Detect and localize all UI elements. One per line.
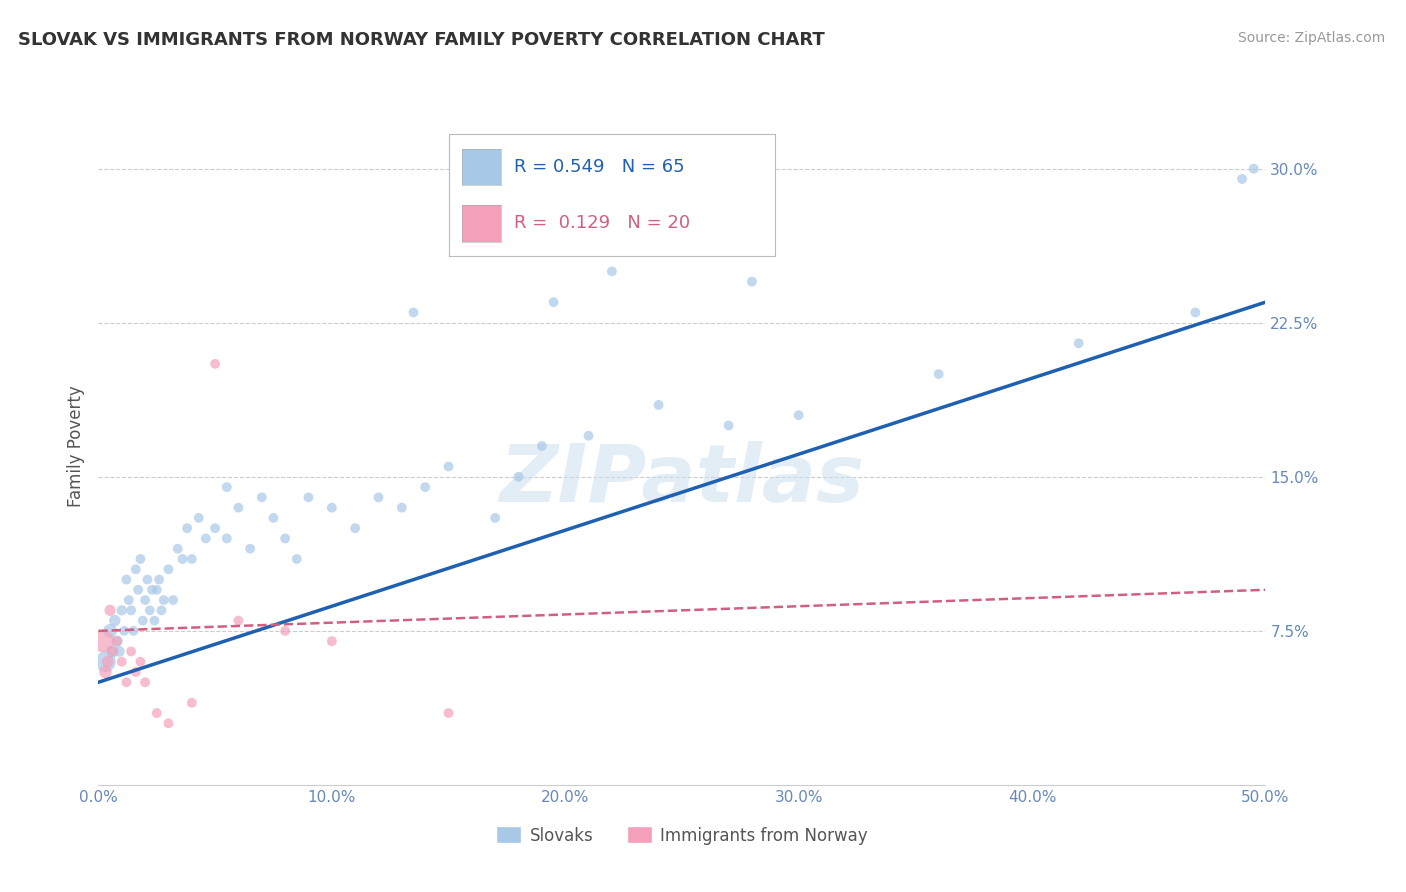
Text: SLOVAK VS IMMIGRANTS FROM NORWAY FAMILY POVERTY CORRELATION CHART: SLOVAK VS IMMIGRANTS FROM NORWAY FAMILY … [18,31,825,49]
Point [437,459,460,474]
Point [787,408,810,422]
Point [228,500,250,515]
Point [228,614,250,628]
Point [111,603,134,617]
Point [118,593,141,607]
Point [122,624,145,638]
Point [104,614,127,628]
Point [413,480,436,494]
Point [157,562,180,576]
Point [134,593,156,607]
Point [647,398,669,412]
Point [115,573,138,587]
Text: ZIPatlas: ZIPatlas [499,441,865,519]
Point [262,511,284,525]
Point [150,603,173,617]
Point [578,428,600,442]
Point [172,552,194,566]
Point [508,470,530,484]
Point [120,603,142,617]
Point [1243,161,1265,176]
Point [127,582,149,597]
Point [321,500,343,515]
Point [105,634,128,648]
Point [204,357,226,371]
Point [321,634,343,648]
Point [344,521,367,535]
Point [101,644,124,658]
Point [129,552,152,566]
Point [180,696,202,710]
Point [152,593,174,607]
Point [125,665,148,679]
Point [148,573,170,587]
Point [530,439,553,453]
Point [120,644,142,658]
Point [204,521,226,535]
Point [112,624,135,638]
Point [166,541,188,556]
Point [194,532,217,546]
Point [98,624,121,638]
Point [146,706,169,720]
Point [136,573,159,587]
Point [402,305,425,319]
Point [176,521,198,535]
Point [139,603,162,617]
Point [717,418,740,433]
Point [97,655,120,669]
Point [157,716,180,731]
Y-axis label: Family Poverty: Family Poverty [66,385,84,507]
Point [741,275,763,289]
Point [94,655,117,669]
Point [180,552,202,566]
Point [484,511,506,525]
Point [274,532,297,546]
Legend: Slovaks, Immigrants from Norway: Slovaks, Immigrants from Norway [489,820,875,851]
Text: Source: ZipAtlas.com: Source: ZipAtlas.com [1237,31,1385,45]
Point [91,634,114,648]
Point [108,644,131,658]
Point [143,614,166,628]
Point [187,511,209,525]
Point [600,264,623,278]
Point [239,541,262,556]
Point [928,367,950,381]
Point [141,582,163,597]
Point [105,634,128,648]
Point [129,655,152,669]
Point [274,624,297,638]
Point [146,582,169,597]
Point [94,665,117,679]
Point [115,675,138,690]
Point [162,593,184,607]
Point [543,295,565,310]
Point [285,552,308,566]
Point [1184,305,1206,319]
Point [125,562,148,576]
Point [437,706,460,720]
Point [297,491,319,505]
Point [98,603,121,617]
Point [1230,172,1253,186]
Point [1067,336,1090,351]
Point [111,655,134,669]
Point [134,675,156,690]
Point [101,644,124,658]
Point [391,500,413,515]
Point [132,614,155,628]
Point [215,532,238,546]
Point [250,491,273,505]
Point [367,491,389,505]
Point [215,480,238,494]
